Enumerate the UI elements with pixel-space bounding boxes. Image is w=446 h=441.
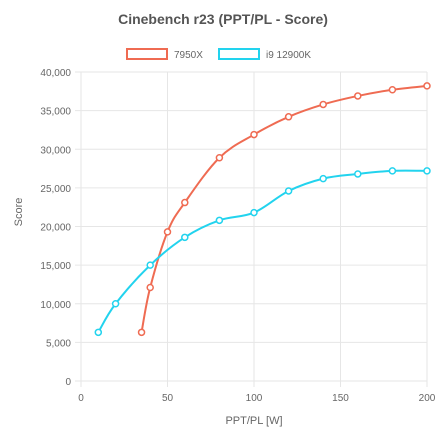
y-tick-label: 35,000	[40, 107, 71, 118]
legend-item-i9-12900k[interactable]: i9 12900K	[218, 48, 311, 61]
data-point	[388, 167, 397, 175]
data-point	[215, 153, 224, 162]
y-tick-label: 5,000	[46, 338, 71, 349]
legend-swatch	[126, 48, 168, 60]
legend-item-7950x[interactable]: 7950X	[126, 48, 203, 61]
series-line-i9-12900k	[97, 169, 428, 333]
data-point	[250, 130, 258, 139]
data-point	[388, 86, 397, 94]
legend-label: i9 12900K	[266, 50, 311, 61]
y-axis-ticks: 0 5,000 10,000 15,000 20,000 25,000 30,000 35,0…	[40, 68, 71, 388]
legend: 7950X i9 12900K	[126, 48, 311, 61]
legend-label: 7950X	[174, 50, 203, 61]
data-point	[284, 113, 293, 121]
y-tick-label: 0	[65, 377, 71, 388]
data-point	[181, 198, 189, 207]
x-tick-label: 50	[162, 393, 174, 404]
data-point	[146, 261, 154, 269]
data-point	[94, 328, 103, 337]
data-point	[319, 100, 327, 109]
x-tick-label: 150	[332, 393, 349, 404]
data-point	[423, 82, 431, 90]
x-axis-ticks: 0 50 100 150 200	[78, 393, 436, 404]
data-point	[354, 92, 362, 100]
grid-lines	[75, 71, 428, 387]
data-point	[250, 208, 258, 217]
data-point	[423, 167, 431, 175]
y-tick-label: 40,000	[40, 68, 71, 79]
data-point	[163, 228, 172, 236]
legend-swatch	[218, 48, 260, 60]
y-tick-label: 15,000	[40, 261, 71, 272]
data-point	[111, 300, 120, 308]
data-point	[146, 283, 154, 292]
series-line-7950x	[140, 84, 428, 333]
chart-title: Cinebench r23 (PPT/PL - Score)	[118, 11, 328, 27]
series-7950x	[137, 82, 431, 337]
data-point	[181, 233, 189, 242]
y-tick-label: 30,000	[40, 145, 71, 156]
y-tick-label: 10,000	[40, 300, 71, 311]
series-i9-12900k	[94, 167, 431, 337]
data-point	[137, 328, 146, 337]
y-tick-label: 25,000	[40, 184, 71, 195]
x-axis-label: PPT/PL [W]	[225, 415, 282, 427]
series-group	[94, 82, 431, 337]
data-point	[284, 187, 293, 195]
data-point	[215, 216, 224, 225]
data-point	[319, 174, 327, 183]
y-tick-label: 20,000	[40, 223, 71, 234]
x-tick-label: 200	[419, 393, 436, 404]
data-point	[354, 170, 362, 178]
x-tick-label: 0	[78, 393, 84, 404]
y-axis-label: Score	[13, 198, 25, 227]
x-tick-label: 100	[246, 393, 263, 404]
